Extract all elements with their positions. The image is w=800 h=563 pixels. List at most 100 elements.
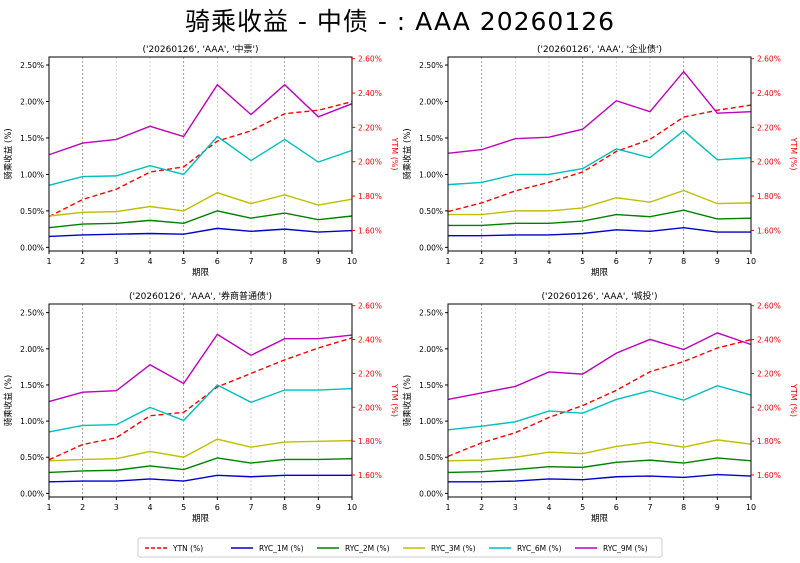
series-line-ryc-6m-: [447, 384, 752, 431]
x-tick-label: 5: [580, 257, 585, 266]
x-tick-label: 8: [282, 257, 287, 266]
chart-panel-1: 1 2 3 4 5 6 7 8 9 10 0.00% 0.50% 1.00% 1.50% 2.00% 2.50…: [3, 43, 399, 278]
y-tick-label: 2.50%: [419, 309, 443, 318]
x-tick-label: 9: [715, 503, 720, 512]
x-tick-label: 3: [513, 503, 518, 512]
y2-axis-label: YTM (%): [789, 383, 798, 417]
plot-frame: [447, 303, 752, 498]
chart-title: ('20260126', 'AAA', '券商普通债'): [129, 290, 272, 302]
y2-tick-label: 2.40%: [757, 336, 781, 345]
legend-label: RYC_2M (%): [345, 544, 390, 553]
series-line-ytn-: [447, 338, 752, 458]
x-tick-label: 1: [445, 257, 450, 266]
x-tick-label: 1: [445, 503, 450, 512]
x-tick-label: 1: [46, 257, 51, 266]
x-tick-label: 7: [248, 257, 253, 266]
x-tick-label: 10: [746, 257, 756, 266]
series-line-ryc-9m-: [48, 83, 353, 156]
y2-tick-label: 2.00%: [358, 158, 382, 167]
chart-title: ('20260126', 'AAA', '企业债'): [537, 43, 662, 55]
legend-box: [137, 537, 663, 558]
y2-tick-label: 2.40%: [358, 336, 382, 345]
y2-tick-label: 1.80%: [358, 437, 382, 446]
x-tick-label: 2: [479, 503, 484, 512]
y2-tick-label: 1.80%: [757, 437, 781, 446]
y2-tick-label: 2.20%: [358, 369, 382, 378]
plot-frame: [447, 56, 752, 252]
x-tick-label: 8: [681, 503, 686, 512]
y-axis-label: 骑乘收益 (%): [3, 128, 14, 179]
series-line-ryc-3m-: [48, 438, 353, 462]
series-line-ryc-6m-: [48, 135, 353, 187]
x-tick-label: 5: [181, 503, 186, 512]
x-tick-label: 7: [647, 503, 652, 512]
y2-tick-label: 1.60%: [757, 226, 781, 235]
x-tick-label: 8: [681, 257, 686, 266]
y-tick-label: 1.00%: [20, 417, 44, 426]
y2-tick-label: 1.60%: [358, 471, 382, 480]
plot-frame: [48, 56, 353, 252]
y2-tick-label: 2.60%: [358, 302, 382, 311]
x-tick-label: 4: [546, 503, 551, 512]
chart-panel-3: 1 2 3 4 5 6 7 8 9 10 0.00% 0.50% 1.00% 1.50% 2.00% 2.50…: [3, 290, 399, 524]
x-tick-label: 6: [215, 257, 220, 266]
y2-axis-label: YTM (%): [390, 383, 399, 417]
y2-tick-label: 2.40%: [358, 89, 382, 98]
y-tick-label: 1.50%: [20, 381, 44, 390]
y2-tick-label: 2.00%: [358, 403, 382, 412]
chart-panel-4: 1 2 3 4 5 6 7 8 9 10 0.00% 0.50% 1.00% 1.50% 2.00% 2.50…: [402, 290, 798, 524]
x-tick-label: 10: [347, 503, 357, 512]
chart-title: ('20260126', 'AAA', '中票'): [142, 43, 258, 55]
series-line-ytn-: [447, 104, 752, 213]
y2-tick-label: 2.60%: [358, 55, 382, 64]
x-tick-label: 6: [614, 503, 619, 512]
y-tick-label: 0.00%: [20, 489, 44, 498]
y-tick-label: 2.50%: [20, 309, 44, 318]
y-tick-label: 1.00%: [20, 170, 44, 179]
y-axis-label: 骑乘收益 (%): [3, 375, 14, 426]
legend: YTN (%) RYC_1M (%) RYC_2M (%) RYC_3M (%) RYC…: [137, 537, 663, 558]
series-line-ryc-1m-: [448, 473, 752, 483]
y-tick-label: 0.50%: [419, 207, 443, 216]
series-line-ryc-3m-: [447, 439, 752, 462]
legend-label: RYC_1M (%): [259, 544, 304, 553]
y-tick-label: 0.00%: [419, 489, 443, 498]
legend-label: YTN (%): [172, 544, 203, 553]
x-tick-label: 9: [715, 257, 720, 266]
y-tick-label: 1.50%: [419, 134, 443, 143]
series-line-ryc-1m-: [48, 227, 353, 238]
series-line-ryc-6m-: [447, 129, 752, 186]
y2-tick-label: 2.20%: [757, 369, 781, 378]
series-line-ryc-9m-: [447, 332, 752, 401]
y-tick-label: 0.50%: [20, 453, 44, 462]
y-tick-label: 2.00%: [419, 345, 443, 354]
series-line-ryc-3m-: [48, 191, 353, 217]
plot-frame: [48, 303, 353, 498]
y-axis-label: 骑乘收益 (%): [402, 375, 413, 426]
y-tick-label: 2.50%: [419, 61, 443, 70]
x-tick-label: 10: [347, 257, 357, 266]
y2-tick-label: 1.80%: [757, 192, 781, 201]
y2-tick-label: 2.20%: [358, 123, 382, 132]
x-tick-label: 10: [746, 503, 756, 512]
x-tick-label: 7: [647, 257, 652, 266]
x-axis-label: 期限: [591, 268, 609, 278]
chart-panel-2: 1 2 3 4 5 6 7 8 9 10 0.00% 0.50% 1.00% 1.50% 2.00% 2.50…: [402, 43, 798, 278]
y-tick-label: 2.00%: [20, 345, 44, 354]
series-line-ryc-3m-: [448, 189, 752, 216]
series-line-ryc-9m-: [48, 333, 353, 403]
legend-label: RYC_3M (%): [431, 544, 476, 553]
x-axis-label: 期限: [591, 514, 609, 524]
series-line-ryc-2m-: [48, 210, 353, 229]
legend-label: RYC_6M (%): [517, 544, 562, 553]
series-line-ryc-9m-: [447, 70, 752, 154]
y-tick-label: 0.00%: [419, 243, 443, 252]
figure-title: 骑乘收益 - 中债 - : AAA 20260126: [184, 7, 616, 36]
x-tick-label: 6: [215, 503, 220, 512]
y-axis-label: 骑乘收益 (%): [402, 128, 413, 179]
x-tick-label: 6: [614, 257, 619, 266]
x-tick-label: 2: [80, 257, 85, 266]
x-tick-label: 4: [147, 503, 152, 512]
y-tick-label: 0.00%: [20, 243, 44, 252]
x-tick-label: 4: [147, 257, 152, 266]
